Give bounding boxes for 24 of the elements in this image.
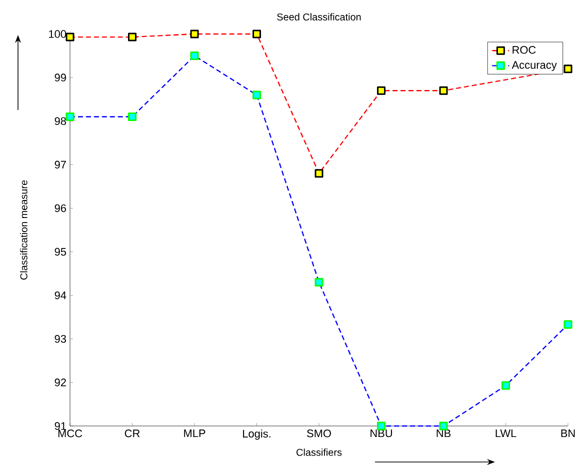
y-tick-label: 100 <box>49 30 66 38</box>
y-tick-label: 91 <box>54 422 66 430</box>
x-tick-label: CR <box>124 430 140 438</box>
y-tick-label: 93 <box>54 335 66 343</box>
y-axis-title: Classification measure <box>20 180 28 280</box>
y-tick-label: 92 <box>54 378 66 386</box>
x-tick-label: BN <box>561 430 575 438</box>
x-tick-label: MLP <box>184 430 206 438</box>
y-tick-label: 99 <box>54 74 66 82</box>
y-tick-label: 97 <box>54 160 66 169</box>
x-tick-label: NB <box>436 430 451 438</box>
y-tick-label: 98 <box>54 117 66 125</box>
legend-label: Accuracy <box>512 61 557 71</box>
x-tick-label: MCC <box>58 430 82 438</box>
y-tick-label: 96 <box>54 204 66 212</box>
x-tick-label: NBU <box>370 430 392 438</box>
legend-label: ROC <box>512 46 536 54</box>
x-tick-label: SMO <box>307 430 331 438</box>
x-tick-label: Logis. <box>243 430 270 440</box>
x-axis-title: Classifiers <box>296 448 342 456</box>
chart-title: Seed Classification <box>277 13 361 20</box>
y-tick-label: 94 <box>54 291 66 300</box>
y-tick-label: 95 <box>54 248 66 256</box>
x-tick-label: LWL <box>496 430 516 438</box>
